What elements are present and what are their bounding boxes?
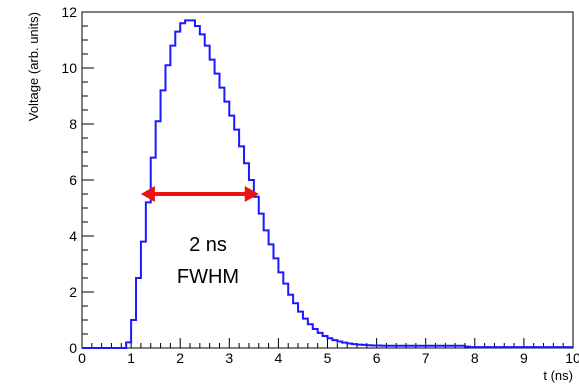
x-tick-label: 4 <box>275 350 283 366</box>
x-axis-title: t (ns) <box>543 368 573 383</box>
axis-ticks <box>81 11 574 349</box>
y-tick-label: 4 <box>69 228 77 244</box>
x-tick-label: 5 <box>324 350 332 366</box>
fwhm-arrowhead-right <box>244 186 259 202</box>
fwhm-label-text: FWHM <box>177 266 239 288</box>
fwhm-annotation: 2 ns FWHM <box>140 186 259 288</box>
fwhm-label-value: 2 ns <box>189 234 227 256</box>
x-tick-label: 2 <box>176 350 184 366</box>
fwhm-arrowhead-left <box>140 186 155 202</box>
voltage-series-line <box>82 19 573 349</box>
y-tick-label: 12 <box>61 4 77 20</box>
x-tick-label: 10 <box>565 350 579 366</box>
plot-area-border <box>81 11 574 349</box>
x-tick-label: 9 <box>520 350 528 366</box>
y-tick-label: 8 <box>69 116 77 132</box>
x-tick-label: 6 <box>373 350 381 366</box>
y-axis-title: Voltage (arb. units) <box>26 12 41 121</box>
y-tick-label: 2 <box>69 284 77 300</box>
x-tick-label: 1 <box>127 350 135 366</box>
y-tick-label: 0 <box>69 340 77 356</box>
plot-frame <box>81 11 574 349</box>
x-tick-label: 7 <box>422 350 430 366</box>
x-tick-label: 0 <box>78 350 86 366</box>
y-tick-label: 6 <box>69 172 77 188</box>
x-tick-label: 8 <box>471 350 479 366</box>
y-tick-label: 10 <box>61 60 77 76</box>
x-tick-label: 3 <box>225 350 233 366</box>
